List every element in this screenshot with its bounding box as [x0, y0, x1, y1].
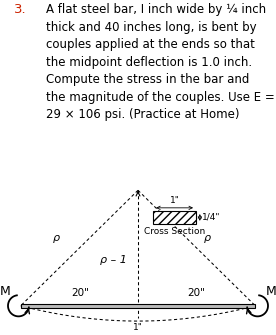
Bar [21, 304, 255, 308]
Text: 20": 20" [187, 288, 205, 298]
Text: 1/4": 1/4" [202, 213, 221, 222]
Text: ρ: ρ [203, 232, 211, 243]
Text: ρ: ρ [53, 232, 60, 243]
Text: ρ – 1: ρ – 1 [100, 255, 127, 265]
Text: 1": 1" [133, 323, 143, 332]
Text: M: M [266, 285, 276, 298]
Text: 20": 20" [71, 288, 89, 298]
Text: M: M [0, 285, 10, 298]
Text: 1": 1" [170, 196, 179, 205]
Text: Cross Section: Cross Section [144, 227, 205, 236]
Bar [153, 211, 196, 224]
Text: 3.: 3. [14, 3, 26, 16]
Text: A flat steel bar, I inch wide by ¼ inch
thick and 40 inches long, is bent by
cou: A flat steel bar, I inch wide by ¼ inch … [46, 3, 275, 121]
